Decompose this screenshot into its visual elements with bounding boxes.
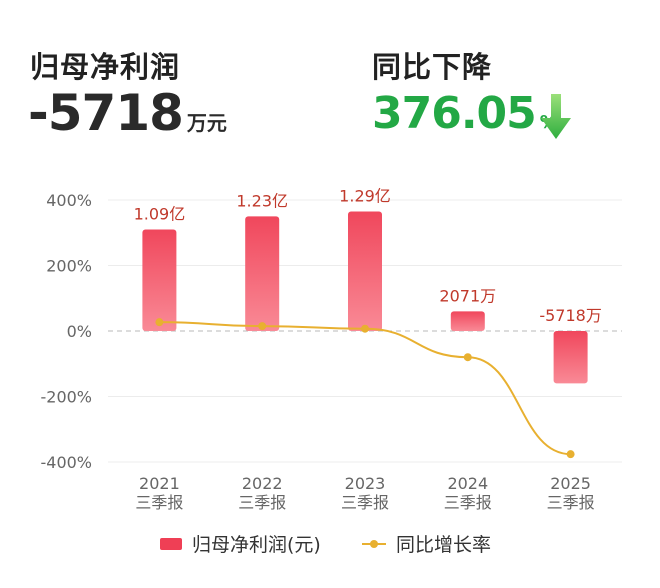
bar [553, 331, 588, 384]
x-tick-period: 三季报 [135, 493, 183, 512]
legend-bar-swatch [160, 537, 182, 550]
x-tick-year: 2024 [447, 474, 488, 493]
bar-value-label: -5718万 [539, 306, 602, 325]
y-tick-label: -200% [40, 388, 92, 407]
growth-point [361, 324, 369, 333]
y-tick-label: 0% [67, 322, 92, 341]
bar [348, 211, 382, 331]
x-tick-period: 三季报 [341, 493, 389, 512]
bar-labels: 1.09亿 1.23亿 1.29亿 2071万 -5718万 [134, 186, 602, 325]
legend-growth-label: 同比增长率 [396, 534, 492, 556]
net-profit-value: -5718 万元 [28, 84, 227, 142]
x-tick-period: 三季报 [238, 493, 286, 512]
y-tick-label: 200% [46, 257, 92, 276]
growth-point [155, 318, 164, 327]
bar-series [142, 211, 588, 384]
x-tick-year: 2025 [550, 474, 591, 493]
x-tick-year: 2021 [139, 474, 180, 493]
bar-value-label: 2071万 [439, 286, 496, 305]
growth-point [258, 322, 267, 331]
bar-value-label: 1.09亿 [134, 204, 186, 223]
growth-point [463, 353, 472, 362]
net-profit-unit: 万元 [186, 111, 227, 135]
legend-item-profit[interactable]: 归母净利润(元) [160, 530, 321, 557]
net-profit-number: -5718 [28, 84, 184, 142]
x-tick-year: 2022 [242, 474, 283, 493]
y-tick-label: 400% [46, 191, 92, 210]
down-arrow-icon [541, 94, 571, 139]
net-profit-label: 归母净利润 [30, 50, 181, 84]
legend-item-growth[interactable]: 同比增长率 [362, 530, 491, 557]
x-tick-period: 三季报 [547, 493, 595, 512]
yoy-change-label: 同比下降 [372, 50, 493, 84]
growth-point [566, 450, 575, 459]
y-tick-label: -400% [40, 453, 92, 472]
growth-line-series [155, 318, 575, 459]
x-tick-period: 三季报 [444, 493, 492, 512]
bar [450, 311, 485, 331]
legend-line-swatch [362, 538, 386, 550]
yoy-change-number: 376.05 [372, 88, 537, 139]
legend-profit-label: 归母净利润(元) [192, 534, 321, 556]
bar [245, 216, 280, 331]
bar-value-label: 1.23亿 [236, 191, 288, 210]
y-axis-ticks: 400% 200% 0% -200% -400% [40, 191, 92, 472]
profit-chart: 400% 200% 0% -200% -400% 1.09亿 1.23亿 1.29亿 2071… [40, 186, 622, 512]
bar [142, 229, 177, 331]
x-tick-year: 2023 [345, 474, 386, 493]
chart-legend: 归母净利润(元) 同比增长率 [0, 530, 660, 560]
bar-value-label: 1.29亿 [339, 186, 391, 205]
growth-line [159, 321, 571, 456]
